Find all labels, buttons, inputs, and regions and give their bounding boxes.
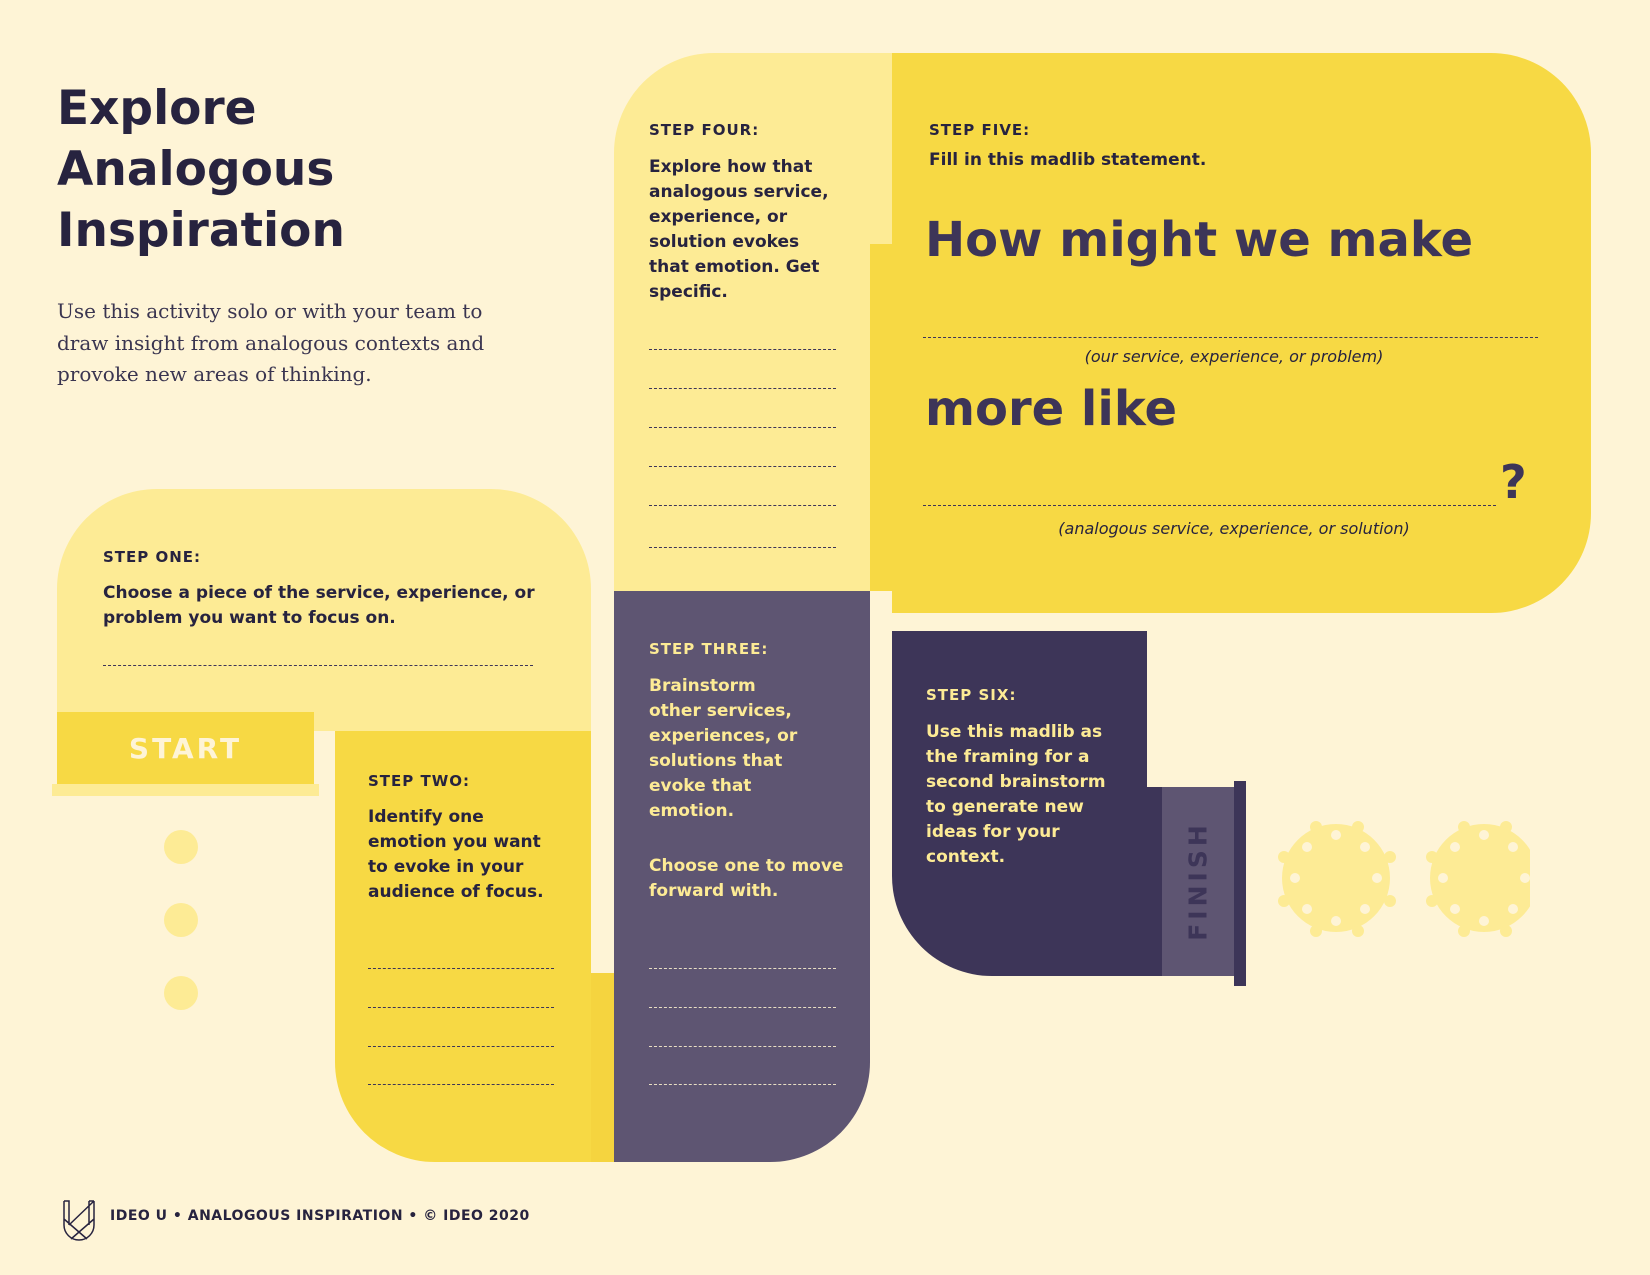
finish-tab <box>1162 787 1234 976</box>
gear-icon <box>1278 821 1396 937</box>
step-two-text: Identify one emotion you want to evoke i… <box>368 807 544 902</box>
dot <box>164 903 198 937</box>
step-four-input-line[interactable] <box>649 505 836 506</box>
dot <box>164 830 198 864</box>
description: Use this activity solo or with your team… <box>57 299 485 386</box>
step-six-panel <box>892 631 1147 976</box>
step-four-input-line[interactable] <box>649 427 836 428</box>
madlib-caption-1: (our service, experience, or problem) <box>1084 347 1384 366</box>
step-three-text2: Choose one to move forward with. <box>649 856 844 901</box>
step-two-input-line[interactable] <box>368 1046 554 1047</box>
step-two-input-line[interactable] <box>368 1084 554 1085</box>
madlib-caption-2: (analogous service, experience, or solut… <box>1058 519 1410 538</box>
connector <box>591 973 614 1162</box>
connector <box>870 244 893 591</box>
step-one-panel <box>57 489 591 731</box>
start-block <box>57 712 314 784</box>
title-line: Explore <box>57 81 257 136</box>
step-two-input-line[interactable] <box>368 1007 554 1008</box>
madlib-input-1[interactable] <box>923 337 1538 338</box>
madlib-line2: more like <box>925 381 1178 437</box>
gear-icon <box>1426 821 1530 937</box>
step-one-input-line[interactable] <box>103 665 533 666</box>
step-three-text: Brainstorm other services, experiences, … <box>649 676 798 821</box>
step-four-input-line[interactable] <box>649 388 836 389</box>
finish-label: FINISH <box>1183 821 1213 941</box>
start-label: START <box>128 732 243 765</box>
madlib-line1: How might we make <box>925 212 1474 268</box>
step-six-label: STEP SIX: <box>926 686 1017 704</box>
gear-icons <box>1278 821 1530 937</box>
step-four-panel <box>614 53 893 591</box>
step-two-label: STEP TWO: <box>368 772 471 790</box>
title-line: Inspiration <box>57 203 345 258</box>
title-line: Analogous <box>57 142 335 197</box>
step-two-panel <box>335 731 591 1162</box>
step-four-input-line[interactable] <box>649 349 836 350</box>
step-five-panel <box>892 53 1591 613</box>
step-one-label: STEP ONE: <box>103 548 202 566</box>
step-three-input-line[interactable] <box>649 1007 836 1008</box>
step-three-input-line[interactable] <box>649 1046 836 1047</box>
question-mark: ? <box>1500 455 1527 509</box>
page-title: Explore Analogous Inspiration <box>57 78 457 261</box>
madlib-input-2[interactable] <box>923 505 1496 506</box>
step-five-label: STEP FIVE: <box>929 121 1031 139</box>
finish-bar <box>1234 781 1246 986</box>
step-three-panel <box>614 591 870 1162</box>
step-one-text: Choose a piece of the service, experienc… <box>103 583 535 628</box>
step-three-input-line[interactable] <box>649 1084 836 1085</box>
footer-text: IDEO U • ANALOGOUS INSPIRATION • © IDEO … <box>110 1208 530 1224</box>
step-two-input-line[interactable] <box>368 968 554 969</box>
dot <box>164 976 198 1010</box>
connector <box>1140 787 1164 976</box>
step-three-label: STEP THREE: <box>649 640 769 658</box>
start-base <box>52 784 319 796</box>
ideo-u-logo <box>63 1200 95 1241</box>
step-four-input-line[interactable] <box>649 547 836 548</box>
step-four-input-line[interactable] <box>649 466 836 467</box>
step-four-text: Explore how that analogous service, expe… <box>649 157 829 302</box>
step-five-text: Fill in this madlib statement. <box>929 150 1207 170</box>
step-four-label: STEP FOUR: <box>649 121 760 139</box>
step-three-input-line[interactable] <box>649 968 836 969</box>
step-six-text: Use this madlib as the framing for a sec… <box>926 722 1106 867</box>
